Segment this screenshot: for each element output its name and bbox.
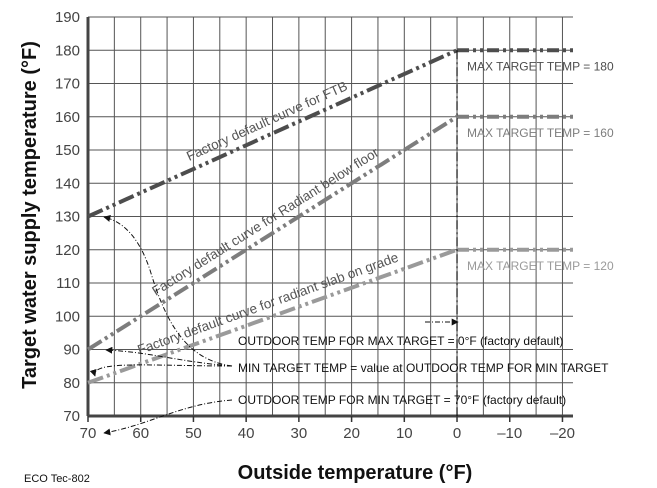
x-axis-ticks: 70 60 50 40 30 20 10 0 –10 –20 xyxy=(80,416,575,442)
x-tick-label: 50 xyxy=(185,425,202,442)
x-tick-label: –10 xyxy=(497,425,522,442)
x-tick-label: 0 xyxy=(453,425,461,442)
x-axis-title: Outside temperature (°F) xyxy=(238,462,473,484)
y-tick-label: 110 xyxy=(56,275,80,292)
series-line-radiant-slab xyxy=(87,247,458,385)
x-tick-label: 20 xyxy=(343,425,360,442)
y-tick-label: 170 xyxy=(55,76,80,93)
y-tick-label: 190 xyxy=(55,9,80,26)
x-tick-label: 30 xyxy=(291,425,308,442)
y-axis-title: Target water supply temperature (°F) xyxy=(19,41,41,389)
annotation-outdoor-temp-max-target: OUTDOOR TEMP FOR MAX TARGET = 0°F (facto… xyxy=(238,334,563,348)
annotation-outdoor-temp-min-target: OUTDOOR TEMP FOR MIN TARGET = 70°F (fact… xyxy=(238,393,566,407)
grid xyxy=(87,16,573,417)
max-target-label-160: MAX TARGET TEMP = 160 xyxy=(467,126,614,140)
arrow-to-min-target-80 xyxy=(89,364,233,377)
x-tick-label: 40 xyxy=(238,425,255,442)
y-tick-label: 80 xyxy=(63,375,80,392)
figure-code-label: ECO Tec-802 xyxy=(24,473,90,485)
series-line-radiant-below-floor xyxy=(86,115,459,352)
max-target-label-180: MAX TARGET TEMP = 180 xyxy=(467,59,614,73)
y-tick-label: 140 xyxy=(55,175,80,192)
y-tick-label: 160 xyxy=(55,109,80,126)
y-tick-label: 120 xyxy=(55,242,80,259)
max-target-label-120: MAX TARGET TEMP = 120 xyxy=(467,259,614,273)
y-axis-ticks: 70 80 90 100 110 120 130 140 150 160 170 180 190 xyxy=(55,9,80,425)
y-tick-label: 150 xyxy=(55,142,80,159)
annotation-min-target-temp: MIN TARGET TEMP = value at OUTDOOR TEMP … xyxy=(238,361,609,375)
x-tick-label: –20 xyxy=(550,425,575,442)
x-tick-label: 60 xyxy=(132,425,149,442)
y-tick-label: 180 xyxy=(55,42,80,59)
y-tick-label: 90 xyxy=(63,342,80,359)
arrow-to-min-target-90 xyxy=(105,346,233,367)
arrow-to-min-target-70 xyxy=(103,399,233,436)
y-tick-label: 130 xyxy=(55,209,80,226)
annotation-arrows xyxy=(89,215,459,436)
x-tick-label: 70 xyxy=(80,425,97,442)
arrow-to-min-target-130 xyxy=(103,215,233,367)
y-tick-label: 70 xyxy=(63,408,80,425)
x-tick-label: 10 xyxy=(396,425,413,442)
y-tick-label: 100 xyxy=(55,308,80,325)
series-lines xyxy=(86,48,573,385)
